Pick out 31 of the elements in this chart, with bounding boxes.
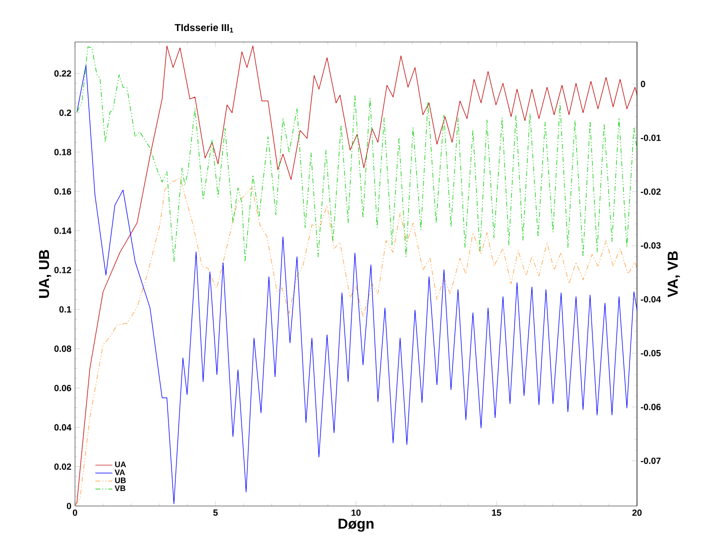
- x-tick-label: 15: [492, 510, 502, 516]
- line-series: [76, 46, 638, 262]
- x-tick-label: 20: [632, 510, 642, 516]
- x-tick-label: 10: [352, 510, 361, 516]
- y-tick-label: 0.18: [54, 148, 72, 156]
- y2-axis-title: VA, VB: [668, 251, 680, 298]
- y-tick-label: 0.16: [54, 188, 72, 195]
- y-tick-label: 0.22: [54, 70, 72, 77]
- x-axis-title: Døgn: [338, 518, 374, 532]
- y-tick-label: 0.2: [59, 110, 72, 116]
- y-tick-label: 0.04: [54, 424, 72, 431]
- y-tick-label: 0.1: [59, 306, 72, 313]
- y2-tick-label: -0.05: [640, 350, 661, 356]
- y-axis-title: UA, UB: [39, 250, 52, 298]
- y-tick-label: 0.12: [54, 266, 72, 274]
- y-tick-label: 0.14: [54, 228, 72, 234]
- chart-title: TIdsserie III$_{1}$: [174, 24, 234, 32]
- y-tick-label: 0.02: [54, 464, 72, 470]
- line-series: [75, 177, 638, 506]
- y-tick-label: 0.06: [54, 384, 72, 392]
- y2-tick-label: -0.04: [640, 296, 661, 302]
- y2-tick-label: -0.06: [640, 404, 661, 410]
- y2-tick-label: 0: [640, 80, 646, 88]
- y2-tick-label: -0.03: [640, 242, 661, 249]
- y2-tick-label: -0.07: [640, 458, 661, 464]
- y2-tick-label: -0.02: [640, 188, 661, 195]
- x-tick-label: 5: [213, 510, 218, 516]
- x-tick-label: 0: [72, 510, 78, 516]
- y-tick-label: 0: [66, 502, 72, 510]
- y-tick-label: 0.08: [54, 346, 72, 352]
- y2-tick-label: -0.01: [640, 134, 661, 141]
